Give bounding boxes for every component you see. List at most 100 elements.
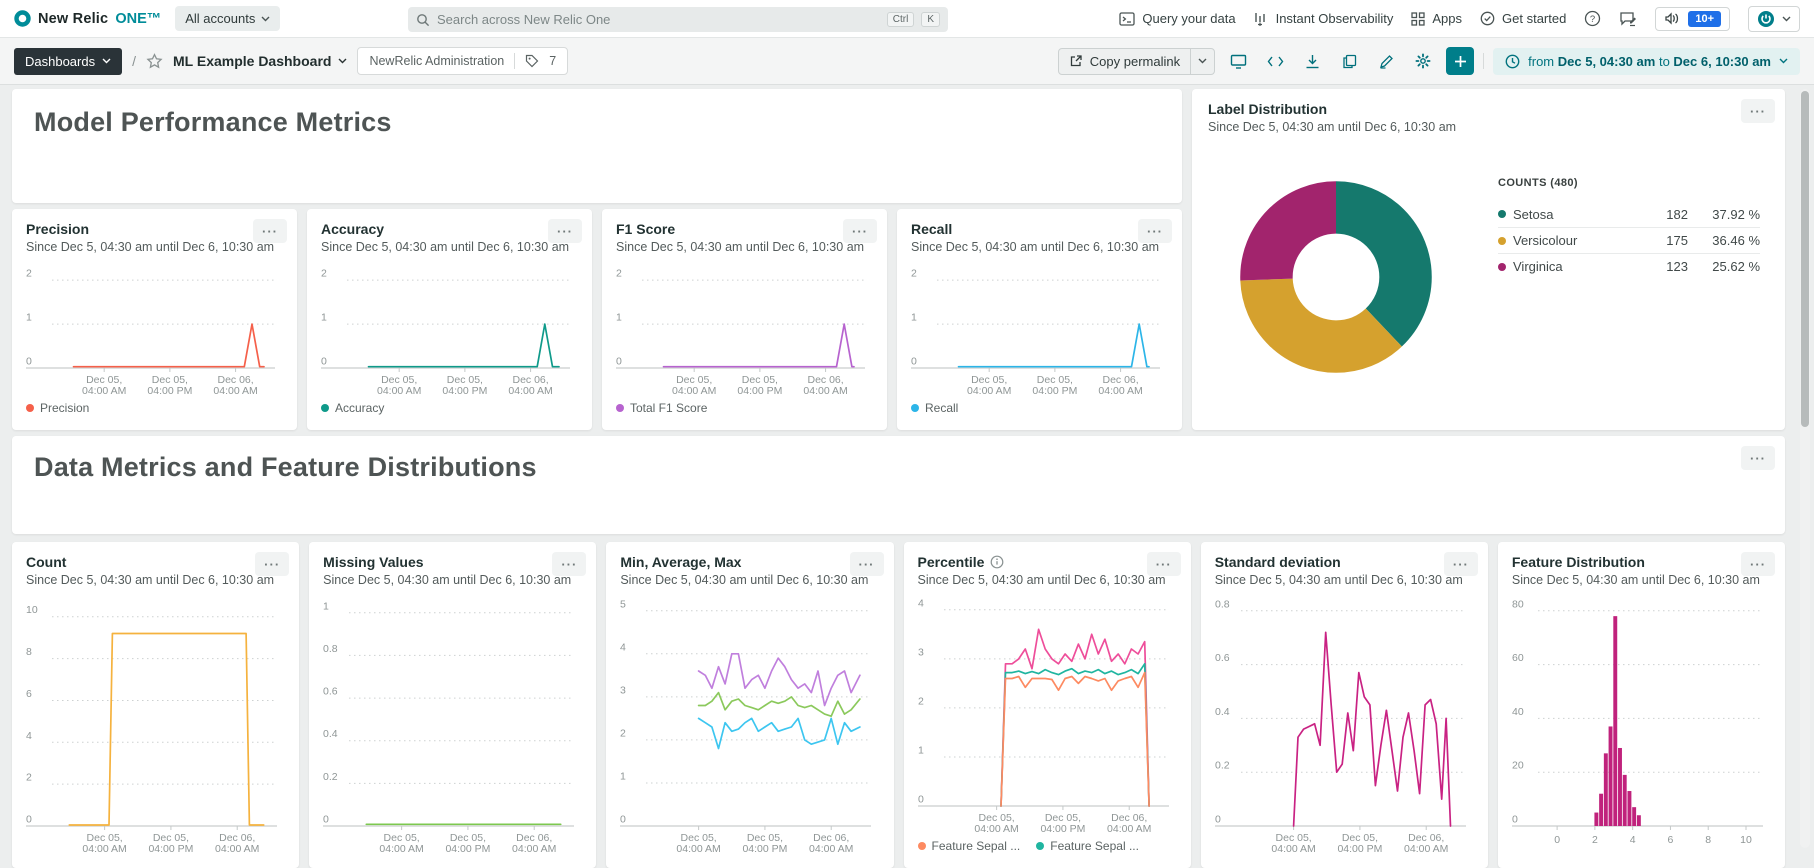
widget-options-button[interactable]: ··· xyxy=(850,552,884,576)
announcements-button[interactable]: 10+ xyxy=(1655,7,1730,31)
divider xyxy=(1483,53,1484,69)
tv-mode-button[interactable] xyxy=(1224,47,1252,75)
edit-button[interactable] xyxy=(1372,47,1400,75)
f1-score-widget: ··· F1 Score Since Dec 5, 04:30 am until… xyxy=(602,209,887,430)
svg-text:1: 1 xyxy=(918,745,924,757)
legend-item[interactable]: Feature Sepal ... xyxy=(918,839,1021,853)
label-distribution-donut-chart[interactable] xyxy=(1222,163,1450,391)
dashboard-content: Model Performance Metrics ··· Precision … xyxy=(0,86,1814,852)
chart-legend[interactable]: Feature Sepal ... Feature Sepal ... xyxy=(918,836,1177,856)
svg-text:2: 2 xyxy=(918,696,924,708)
widget-options-button[interactable]: ··· xyxy=(1138,219,1172,243)
widget-options-button[interactable]: ··· xyxy=(1444,552,1478,576)
dashboard-title-dropdown[interactable]: ML Example Dashboard xyxy=(173,53,347,69)
widget-options-button[interactable]: ··· xyxy=(253,219,287,243)
legend-item[interactable]: Feature Sepal ... xyxy=(1036,839,1139,853)
svg-text:0: 0 xyxy=(1215,814,1221,826)
info-icon[interactable] xyxy=(990,555,1004,569)
legend-label: Accuracy xyxy=(335,401,384,415)
svg-text:0.2: 0.2 xyxy=(1215,760,1230,772)
legend-item[interactable]: Precision xyxy=(26,401,89,415)
svg-text:2: 2 xyxy=(1592,834,1598,846)
legend-item[interactable]: Recall xyxy=(911,401,958,415)
feedback-icon[interactable] xyxy=(1619,11,1637,27)
account-scope-pill[interactable]: NewRelic Administration 7 xyxy=(357,47,568,75)
legend-label: Feature Sepal ... xyxy=(1050,839,1139,853)
favorite-star-icon[interactable] xyxy=(146,53,163,69)
widget-title: Standard deviation xyxy=(1215,554,1474,570)
nav-apps[interactable]: Apps xyxy=(1411,11,1462,26)
svg-text:8: 8 xyxy=(26,646,32,658)
svg-text:4: 4 xyxy=(918,598,924,610)
widget-options-button[interactable]: ··· xyxy=(548,219,582,243)
widget-title: Label Distribution xyxy=(1208,101,1769,117)
widget-options-button[interactable]: ··· xyxy=(255,552,289,576)
widget-title: Accuracy xyxy=(321,221,578,237)
nav-query-your-data-label: Query your data xyxy=(1142,11,1235,26)
search-icon xyxy=(416,13,430,27)
duplicate-button[interactable] xyxy=(1335,47,1363,75)
chart-legend[interactable]: Accuracy xyxy=(321,398,578,418)
widget-subtitle: Since Dec 5, 04:30 am until Dec 6, 10:30… xyxy=(26,239,283,255)
svg-text:04:00 AM: 04:00 AM xyxy=(215,843,259,855)
widget-options-button[interactable]: ··· xyxy=(1741,552,1775,576)
legend-label: Precision xyxy=(40,401,89,415)
dashboards-menu-button[interactable]: Dashboards xyxy=(14,48,122,75)
widget-options-button[interactable]: ··· xyxy=(1741,99,1775,123)
megaphone-icon xyxy=(1664,11,1681,26)
svg-text:0.6: 0.6 xyxy=(1215,652,1230,664)
chart-legend[interactable]: Recall xyxy=(911,398,1168,418)
time-range-picker[interactable]: from Dec 5, 04:30 am to Dec 6, 10:30 am xyxy=(1493,48,1800,75)
widget-options-button[interactable]: ··· xyxy=(1147,552,1181,576)
svg-text:0: 0 xyxy=(911,356,917,368)
svg-text:04:00 AM: 04:00 AM xyxy=(672,385,716,397)
chevron-down-icon xyxy=(1779,58,1788,64)
chart-legend[interactable]: Total F1 Score xyxy=(616,398,873,418)
svg-text:04:00 AM: 04:00 AM xyxy=(377,385,421,397)
legend-item[interactable]: Total F1 Score xyxy=(616,401,707,415)
permalink-dropdown-caret[interactable] xyxy=(1190,49,1214,74)
download-button[interactable] xyxy=(1298,47,1326,75)
svg-text:10: 10 xyxy=(26,604,38,616)
nav-query-your-data[interactable]: Query your data xyxy=(1119,11,1235,26)
nav-instant-observability[interactable]: Instant Observability xyxy=(1254,11,1394,26)
settings-gear-button[interactable] xyxy=(1409,47,1437,75)
chart-legend[interactable]: Precision xyxy=(26,398,283,418)
table-row[interactable]: Versicolour 175 36.46 % xyxy=(1498,227,1760,253)
add-widget-button[interactable] xyxy=(1446,47,1474,75)
widget-options-button[interactable]: ··· xyxy=(843,219,877,243)
series-dot xyxy=(918,842,926,850)
user-power-icon xyxy=(1757,10,1775,28)
svg-text:1: 1 xyxy=(616,312,622,324)
help-icon[interactable]: ? xyxy=(1584,10,1601,27)
table-row[interactable]: Setosa 182 37.92 % xyxy=(1498,201,1760,227)
svg-text:1: 1 xyxy=(321,312,327,324)
view-code-button[interactable] xyxy=(1261,47,1289,75)
vertical-scrollbar[interactable] xyxy=(1800,89,1810,848)
copy-permalink-button[interactable]: Copy permalink xyxy=(1058,48,1215,75)
user-menu[interactable] xyxy=(1748,6,1800,32)
widget-subtitle: Since Dec 5, 04:30 am until Dec 6, 10:30… xyxy=(321,239,578,255)
svg-text:0: 0 xyxy=(26,356,32,368)
global-search-input[interactable]: Search across New Relic One Ctrl K xyxy=(408,7,948,32)
widget-options-button[interactable]: ··· xyxy=(552,552,586,576)
scrollbar-thumb[interactable] xyxy=(1801,91,1809,427)
nav-get-started[interactable]: Get started xyxy=(1480,11,1566,26)
new-relic-logo[interactable]: New Relic ONE™ xyxy=(14,10,161,27)
terminal-icon xyxy=(1119,12,1135,26)
svg-text:0: 0 xyxy=(1512,814,1518,826)
table-row[interactable]: Virginica 123 25.62 % xyxy=(1498,253,1760,279)
section-options-button[interactable]: ··· xyxy=(1741,446,1775,470)
all-accounts-dropdown[interactable]: All accounts xyxy=(175,6,280,31)
legend-item[interactable]: Accuracy xyxy=(321,401,384,415)
